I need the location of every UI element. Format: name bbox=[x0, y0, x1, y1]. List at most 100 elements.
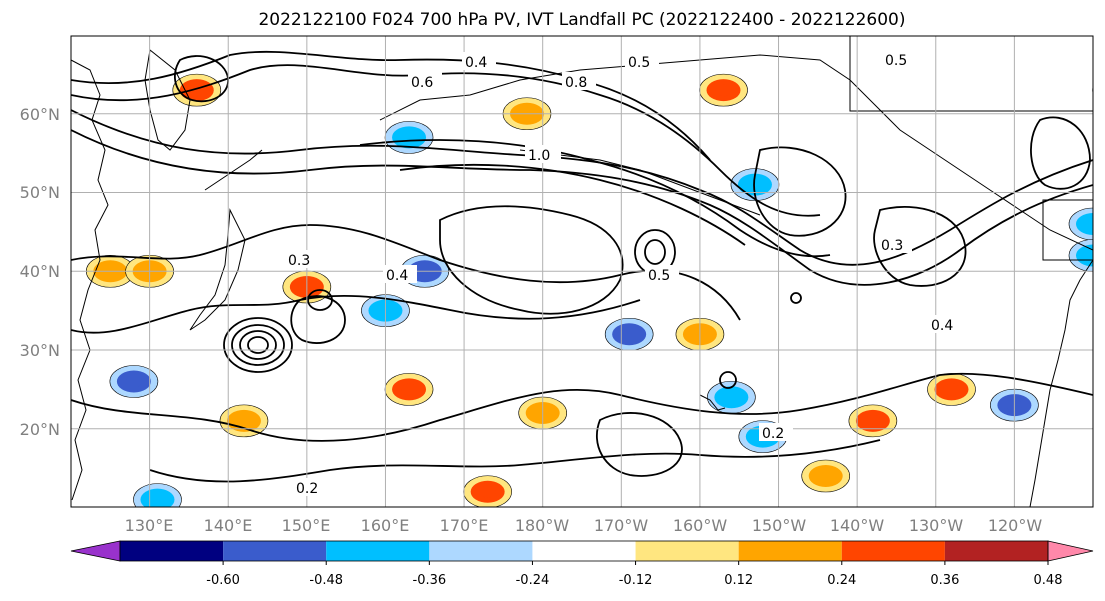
contour-label: 0.5 bbox=[885, 53, 907, 69]
contour-label: 0.2 bbox=[762, 426, 784, 442]
contour-label: 1.0 bbox=[528, 148, 550, 164]
pv-contour bbox=[753, 146, 847, 237]
colorbar-segment bbox=[841, 541, 945, 561]
lon-label: 170°E bbox=[440, 516, 489, 535]
colorbar-segment bbox=[223, 541, 327, 561]
contour-label: 0.5 bbox=[628, 55, 650, 71]
pv-contour bbox=[71, 294, 641, 334]
lon-label: 140°E bbox=[204, 516, 253, 535]
ivt-anomaly-core bbox=[737, 173, 772, 196]
lon-label: 150°E bbox=[282, 516, 331, 535]
pv-ring bbox=[644, 239, 666, 265]
pv-ring bbox=[719, 371, 737, 389]
pv-contour bbox=[595, 412, 683, 477]
colorbar-frame bbox=[119, 540, 1049, 562]
lat-label: 50°N bbox=[20, 183, 60, 202]
pv-contour bbox=[71, 129, 1093, 286]
ivt-anomaly-peak bbox=[479, 485, 496, 498]
pv-contour bbox=[439, 205, 624, 315]
colorbar-tick-label: -0.36 bbox=[413, 573, 447, 588]
ivt-anomaly-peak bbox=[943, 383, 960, 396]
colorbar-segment bbox=[944, 541, 1048, 561]
lat-label: 20°N bbox=[20, 420, 60, 439]
colorbar-tick-label: -0.60 bbox=[206, 573, 240, 588]
gridlines bbox=[71, 36, 1093, 507]
colorbar-tick-label: 0.48 bbox=[1034, 573, 1063, 588]
ivt-anomaly-core bbox=[714, 386, 749, 409]
colorbar-tick-label: -0.12 bbox=[619, 573, 653, 588]
plot-frame bbox=[70, 35, 1094, 508]
pv-contour bbox=[873, 206, 967, 287]
colorbar-segment bbox=[326, 541, 430, 561]
plot-area bbox=[71, 36, 1093, 507]
colorbar-segment bbox=[532, 541, 636, 561]
contour-label: 0.4 bbox=[465, 55, 487, 71]
lon-label: 130°E bbox=[125, 516, 174, 535]
coastline-north-america bbox=[1029, 259, 1093, 507]
figure-title: 2022122100 F024 700 hPa PV, IVT Landfall… bbox=[258, 10, 905, 30]
contour-label: 0.5 bbox=[648, 268, 670, 284]
contour-label: 0.3 bbox=[288, 253, 310, 269]
pv-contour bbox=[71, 64, 821, 217]
pv-closed-low bbox=[223, 229, 802, 389]
lon-label: 160°W bbox=[673, 516, 728, 535]
contour-label: 0.4 bbox=[931, 318, 953, 334]
pv-contour bbox=[149, 439, 881, 483]
coastline-kuril bbox=[204, 149, 263, 191]
inset-box-2 bbox=[1042, 199, 1093, 261]
colorbar-tick-label: 0.24 bbox=[827, 573, 856, 588]
ivt-anomaly-peak bbox=[864, 414, 881, 427]
colorbar-min-arrow bbox=[70, 540, 121, 562]
colorbar-segment bbox=[120, 541, 224, 561]
pv-contour bbox=[71, 372, 1093, 442]
coastline-japan bbox=[189, 208, 246, 331]
latitude-labels: 60°N 50°N 40°N 30°N 20°N bbox=[20, 105, 60, 439]
pv-ring bbox=[223, 317, 293, 373]
lat-label: 30°N bbox=[20, 341, 60, 360]
contour-label: 0.3 bbox=[881, 238, 903, 254]
colorbar-tick-label: 0.12 bbox=[724, 573, 753, 588]
pv-contour bbox=[71, 109, 1093, 266]
ivt-anomaly-peak bbox=[125, 375, 142, 388]
contour-label: 0.2 bbox=[296, 481, 318, 497]
pv-ring bbox=[231, 324, 285, 366]
colorbar-segment bbox=[738, 541, 842, 561]
ivt-anomaly-core bbox=[140, 488, 175, 507]
ivt-anomaly-core bbox=[1076, 213, 1093, 235]
lon-label: 150°W bbox=[752, 516, 807, 535]
coastline-kamchatka bbox=[144, 49, 191, 151]
ivt-anomaly-core bbox=[1076, 244, 1093, 267]
pv-contour bbox=[399, 163, 746, 246]
ivt-anomaly-core bbox=[392, 126, 427, 149]
ivt-anomaly-peak bbox=[621, 328, 638, 341]
pv-contour bbox=[290, 295, 346, 344]
inset-box bbox=[849, 36, 1093, 112]
pv-contour bbox=[1030, 116, 1091, 190]
longitude-labels: 130°E 140°E 150°E 160°E 170°E 180°W 170°… bbox=[125, 516, 1043, 535]
lon-label: 180°W bbox=[515, 516, 570, 535]
colorbar-segment bbox=[429, 541, 533, 561]
lon-label: 130°W bbox=[909, 516, 964, 535]
lon-label: 170°W bbox=[594, 516, 649, 535]
contour-label: 0.6 bbox=[411, 75, 433, 91]
pv-ring bbox=[247, 336, 269, 354]
ivt-shading-layer bbox=[86, 73, 1093, 507]
pv-ring bbox=[239, 330, 277, 360]
lat-label: 40°N bbox=[20, 262, 60, 281]
colorbar-max-arrow bbox=[1047, 540, 1094, 562]
ivt-anomaly-peak bbox=[715, 84, 732, 97]
colorbar-segment bbox=[635, 541, 739, 561]
contour-label: 0.4 bbox=[386, 268, 408, 284]
pv-ring bbox=[307, 289, 333, 311]
contour-labels: 1.0 0.4 0.8 0.6 0.4 0.3 0.5 0.4 0.3 0.2 … bbox=[285, 50, 962, 497]
lon-label: 140°W bbox=[830, 516, 885, 535]
pv-contour bbox=[71, 50, 711, 161]
pv-contour bbox=[359, 139, 831, 258]
lat-label: 60°N bbox=[20, 105, 60, 124]
contour-label: 0.8 bbox=[565, 75, 587, 91]
colorbar: -0.60 -0.48 -0.36 -0.24 -0.12 0.12 0.24 0.36 0.4… bbox=[70, 540, 1094, 588]
pv-contour bbox=[174, 55, 229, 103]
coastline-hawaii bbox=[699, 394, 726, 411]
coastline-asia bbox=[71, 59, 109, 501]
